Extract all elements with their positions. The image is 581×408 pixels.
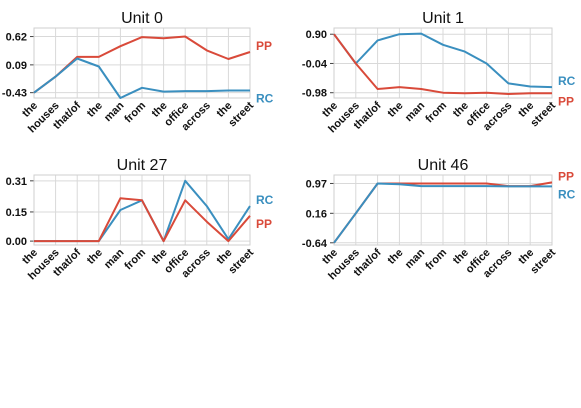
chart-title: Unit 27 <box>117 157 168 174</box>
x-tick-label: from <box>423 246 449 272</box>
y-tick-label: -0.98 <box>302 88 327 100</box>
series-line-pp <box>34 197 251 243</box>
series-line-rc <box>333 32 553 89</box>
chart-title: Unit 0 <box>121 10 163 27</box>
y-tick-label: 0.31 <box>6 176 27 188</box>
plot-frame <box>33 174 251 246</box>
y-tick-label: 0.16 <box>306 208 327 220</box>
series-label-rc: RC <box>256 92 274 106</box>
plot-frame <box>333 27 553 99</box>
chart-title: Unit 1 <box>422 10 464 27</box>
plot-frame <box>33 27 251 99</box>
series-label-rc: RC <box>256 193 274 207</box>
x-tick-label: street <box>226 246 256 276</box>
series-label-rc: RC <box>558 187 576 201</box>
y-tick-label: -0.64 <box>302 238 328 250</box>
x-tick-label: man <box>403 99 428 124</box>
x-tick-label: man <box>102 246 127 271</box>
x-tick-label: from <box>423 99 449 125</box>
y-tick-label: 0.97 <box>306 178 327 190</box>
y-tick-label: 0.15 <box>6 207 27 219</box>
series-line-pp <box>333 33 552 95</box>
x-tick-label: the <box>385 247 405 267</box>
series-label-pp: PP <box>558 169 574 183</box>
series-line-rc <box>33 57 250 99</box>
y-tick-label: -0.43 <box>2 88 27 100</box>
y-tick-label: -0.04 <box>302 58 328 70</box>
x-tick-label: street <box>528 99 558 129</box>
series-label-pp: PP <box>256 39 272 53</box>
chart-title: Unit 46 <box>418 157 469 174</box>
plot-frame <box>333 174 553 246</box>
x-tick-label: street <box>226 99 256 129</box>
x-tick-label: man <box>102 99 127 124</box>
x-tick-label: from <box>122 246 148 272</box>
y-tick-label: 0.09 <box>6 60 27 72</box>
series-label-rc: RC <box>558 74 576 88</box>
x-tick-label: street <box>528 246 558 276</box>
x-tick-label: man <box>403 246 428 271</box>
series-label-pp: PP <box>558 94 574 108</box>
y-tick-label: 0.62 <box>6 32 27 44</box>
series-line-rc <box>333 182 552 244</box>
y-tick-label: 0.90 <box>306 29 327 41</box>
x-tick-label: from <box>122 99 148 125</box>
series-label-pp: PP <box>256 217 272 231</box>
y-tick-label: 0.00 <box>6 236 27 248</box>
x-tick-label: the <box>385 100 405 120</box>
